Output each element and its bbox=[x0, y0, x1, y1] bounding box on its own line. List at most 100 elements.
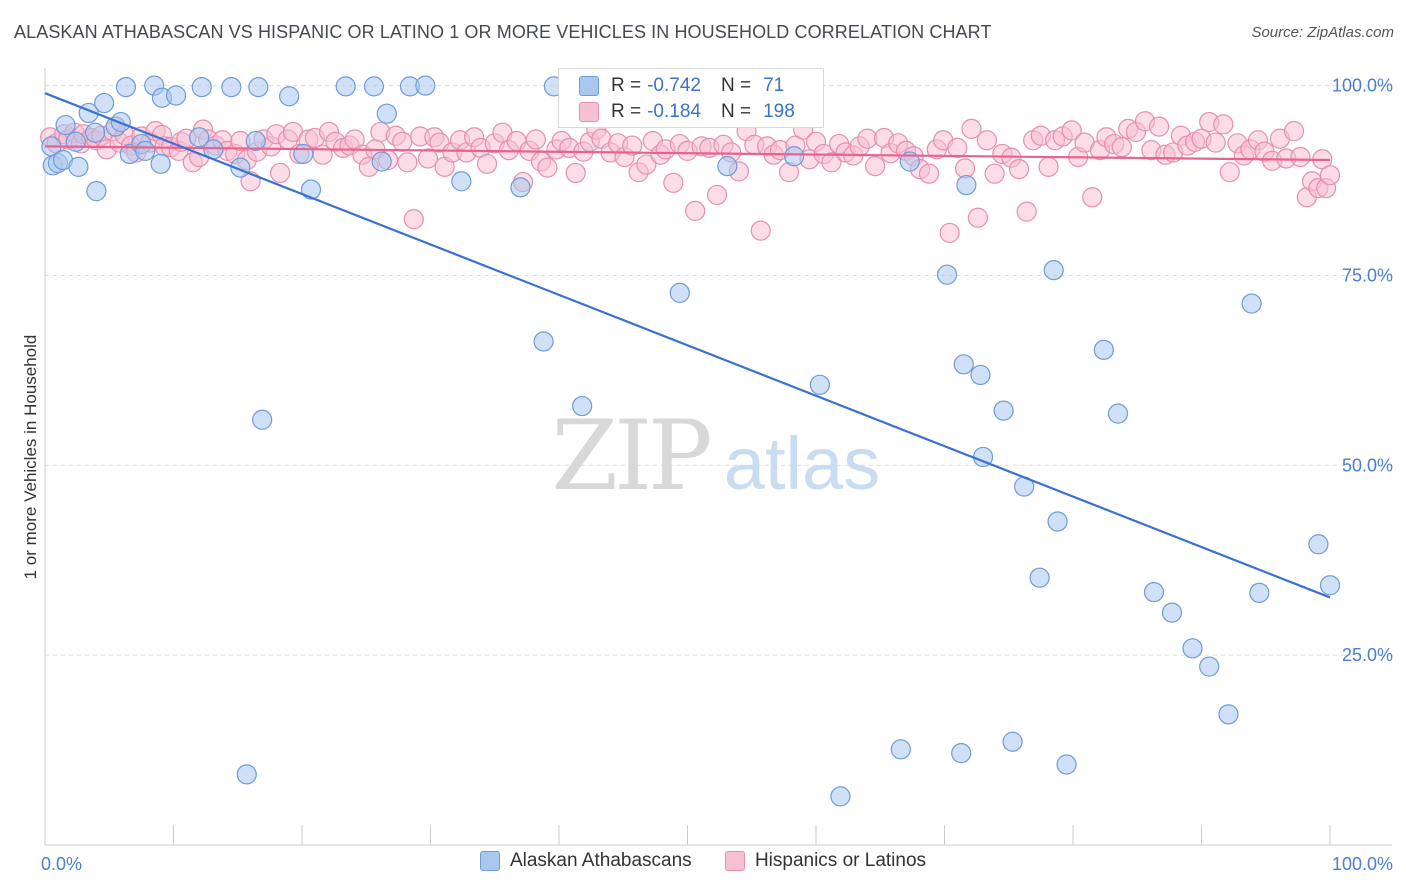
athabascans-point-46[interactable] bbox=[890, 739, 911, 760]
athabascans-point-67[interactable] bbox=[1218, 704, 1239, 725]
athabascans-point-4[interactable] bbox=[55, 114, 76, 136]
athabascans-point-54[interactable] bbox=[993, 400, 1014, 421]
hispanics-point-58[interactable] bbox=[392, 131, 413, 152]
athabascans-point-39[interactable] bbox=[533, 331, 554, 352]
hispanics-point-40[interactable] bbox=[270, 162, 291, 184]
legend-item-athabascans[interactable]: Alaskan Athabascans bbox=[479, 850, 692, 872]
legend-item-hispanics[interactable]: Hispanics or Latinos bbox=[724, 850, 926, 872]
hispanics-point-133[interactable] bbox=[918, 163, 940, 184]
hispanics-point-172[interactable] bbox=[1205, 132, 1226, 153]
hispanics-point-62[interactable] bbox=[417, 148, 439, 169]
athabascans-point-61[interactable] bbox=[1093, 339, 1114, 360]
athabascans-point-31[interactable] bbox=[335, 76, 356, 97]
hispanics-point-145[interactable] bbox=[1008, 159, 1030, 180]
athabascans-point-42[interactable] bbox=[669, 282, 690, 304]
athabascans-point-41[interactable] bbox=[572, 395, 593, 417]
athabascans-point-60[interactable] bbox=[1056, 754, 1077, 775]
hispanics-point-92[interactable] bbox=[622, 135, 643, 156]
hispanics-point-173[interactable] bbox=[1213, 114, 1234, 135]
athabascans-point-57[interactable] bbox=[1029, 567, 1050, 588]
athabascans-point-70[interactable] bbox=[1308, 534, 1329, 555]
athabascans-point-45[interactable] bbox=[809, 374, 830, 395]
athabascans-point-64[interactable] bbox=[1161, 602, 1183, 623]
athabascans-point-69[interactable] bbox=[1249, 582, 1270, 603]
athabascans-point-36[interactable] bbox=[415, 75, 436, 96]
hispanics-point-164[interactable] bbox=[1148, 116, 1170, 137]
hispanics-point-80[interactable] bbox=[537, 157, 558, 178]
hispanics-point-146[interactable] bbox=[1016, 201, 1037, 222]
athabascans-point-24[interactable] bbox=[221, 77, 242, 98]
athabascans-point-50[interactable] bbox=[953, 354, 974, 375]
athabascans-point-15[interactable] bbox=[135, 140, 156, 162]
athabascans-point-32[interactable] bbox=[363, 76, 385, 97]
athabascans-point-20[interactable] bbox=[165, 85, 187, 106]
legend-swatch-pink bbox=[724, 851, 745, 871]
hispanics-point-137[interactable] bbox=[947, 137, 968, 158]
hispanics-point-140[interactable] bbox=[967, 207, 989, 228]
athabascans-point-43[interactable] bbox=[717, 155, 738, 177]
athabascans-point-16[interactable] bbox=[115, 77, 137, 98]
hispanics-point-78[interactable] bbox=[525, 129, 546, 150]
athabascans-point-49[interactable] bbox=[951, 743, 972, 764]
hispanics-point-94[interactable] bbox=[636, 154, 657, 175]
athabascans-point-55[interactable] bbox=[1002, 731, 1023, 752]
hispanics-point-71[interactable] bbox=[476, 153, 498, 174]
athabascans-point-71[interactable] bbox=[1319, 575, 1341, 596]
athabascans-point-66[interactable] bbox=[1199, 656, 1220, 677]
hispanics-point-155[interactable] bbox=[1082, 187, 1103, 208]
athabascans-point-10[interactable] bbox=[94, 92, 115, 114]
athabascans-point-73[interactable] bbox=[236, 764, 257, 785]
athabascans-point-59[interactable] bbox=[1047, 511, 1068, 532]
athabascans-point-63[interactable] bbox=[1143, 582, 1165, 603]
athabascans-point-38[interactable] bbox=[510, 177, 531, 198]
athabascans-point-44[interactable] bbox=[784, 146, 805, 167]
athabascans-point-28[interactable] bbox=[279, 86, 300, 107]
athabascans-point-8[interactable] bbox=[85, 122, 106, 143]
athabascans-point-18[interactable] bbox=[150, 153, 171, 174]
athabascans-point-33[interactable] bbox=[371, 151, 392, 172]
hispanics-point-139[interactable] bbox=[961, 118, 982, 139]
athabascans-point-47[interactable] bbox=[899, 151, 920, 172]
athabascans-point-5[interactable] bbox=[65, 131, 86, 152]
athabascans-point-29[interactable] bbox=[293, 143, 314, 165]
athabascans-point-6[interactable] bbox=[68, 156, 89, 177]
hispanics-point-141[interactable] bbox=[976, 130, 998, 151]
hispanics-point-126[interactable] bbox=[865, 155, 886, 177]
hispanics-point-183[interactable] bbox=[1283, 121, 1305, 142]
athabascans-point-52[interactable] bbox=[970, 364, 991, 386]
athabascans-point-27[interactable] bbox=[248, 77, 269, 98]
athabascans-point-72[interactable] bbox=[830, 786, 851, 807]
athabascans-point-37[interactable] bbox=[451, 171, 472, 192]
hispanics-point-190[interactable] bbox=[1319, 165, 1341, 186]
hispanics-point-110[interactable] bbox=[750, 220, 771, 241]
athabascans-point-58[interactable] bbox=[1043, 260, 1064, 281]
hispanics-point-59[interactable] bbox=[397, 152, 418, 173]
athabascans-point-62[interactable] bbox=[1107, 403, 1129, 424]
athabascans-point-26[interactable] bbox=[245, 130, 266, 152]
hispanics-point-136[interactable] bbox=[939, 222, 960, 244]
athabascans-point-9[interactable] bbox=[86, 181, 107, 202]
hispanics-point-184[interactable] bbox=[1290, 146, 1311, 168]
athabascans-point-68[interactable] bbox=[1241, 293, 1262, 314]
hispanics-point-84[interactable] bbox=[565, 162, 586, 184]
hispanics-point-101[interactable] bbox=[685, 200, 706, 221]
athabascans-point-34[interactable] bbox=[376, 103, 397, 124]
athabascans-point-30[interactable] bbox=[300, 179, 322, 200]
athabascans-point-21[interactable] bbox=[191, 77, 212, 98]
x-tick-label-0: 0.0% bbox=[41, 854, 82, 874]
hispanics-point-60[interactable] bbox=[403, 209, 424, 230]
hispanics-point-138[interactable] bbox=[954, 158, 976, 179]
athabascans-point-48[interactable] bbox=[936, 264, 958, 285]
hispanics-point-149[interactable] bbox=[1038, 156, 1059, 177]
hispanics-point-174[interactable] bbox=[1219, 162, 1240, 183]
athabascans-point-22[interactable] bbox=[189, 127, 210, 148]
athabascans-point-51[interactable] bbox=[956, 174, 977, 196]
hispanics-point-120[interactable] bbox=[821, 152, 842, 173]
hispanics-point-142[interactable] bbox=[984, 163, 1005, 184]
athabascans-point-74[interactable] bbox=[252, 409, 273, 430]
hispanics-point-104[interactable] bbox=[706, 184, 728, 206]
hispanics-point-159[interactable] bbox=[1111, 137, 1132, 158]
hispanics-point-98[interactable] bbox=[663, 172, 684, 193]
athabascans-point-65[interactable] bbox=[1182, 638, 1203, 659]
hispanics-point-152[interactable] bbox=[1061, 120, 1082, 141]
